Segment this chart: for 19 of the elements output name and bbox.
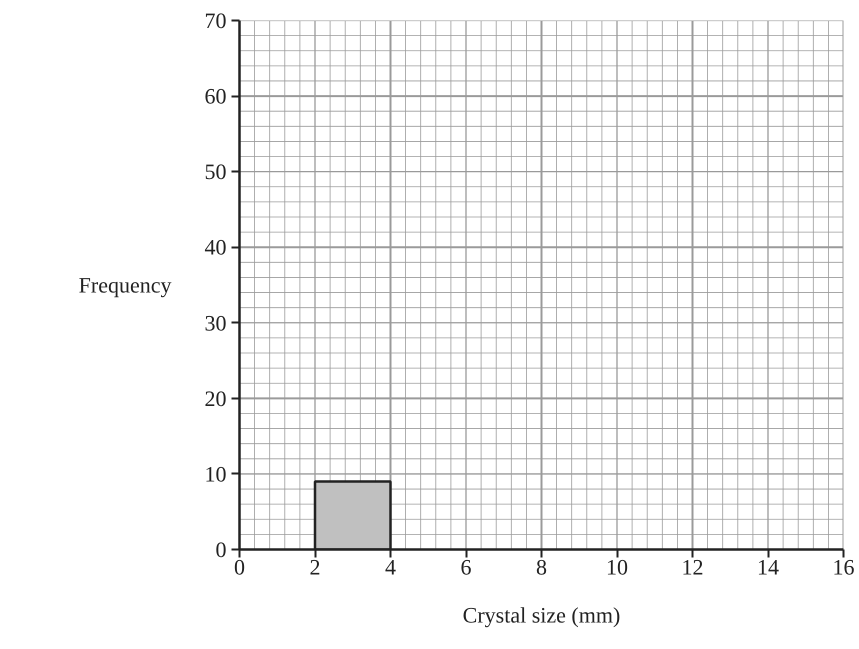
x-tick-label: 8 <box>536 554 547 580</box>
y-axis-title: Frequency <box>78 272 172 298</box>
x-tick-label: 14 <box>757 554 779 580</box>
x-tick-label: 2 <box>310 554 320 580</box>
y-tick-label: 40 <box>204 234 226 260</box>
y-tick-label: 70 <box>204 8 226 33</box>
x-tick-label: 12 <box>682 554 704 580</box>
x-tick-label: 10 <box>606 554 628 580</box>
x-axis-title: Crystal size (mm) <box>462 602 620 628</box>
x-tick-label: 4 <box>385 554 396 580</box>
x-tick-label: 6 <box>460 554 472 580</box>
x-tick-label: 0 <box>234 554 245 580</box>
y-tick-label: 50 <box>204 159 226 184</box>
x-tick-label: 16 <box>832 554 854 580</box>
y-tick-label: 20 <box>204 386 226 411</box>
y-tick-label: 10 <box>204 461 226 486</box>
y-tick-label: 30 <box>204 310 226 336</box>
y-tick-label: 0 <box>216 537 226 562</box>
y-tick-label: 60 <box>204 84 226 109</box>
